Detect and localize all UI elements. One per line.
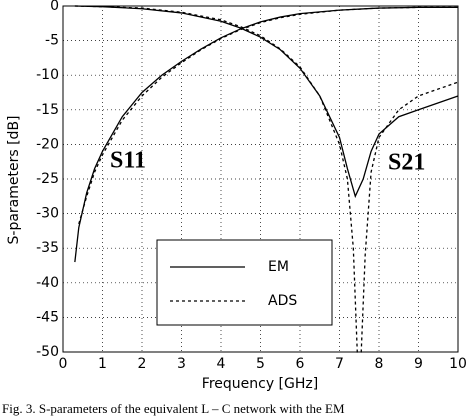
legend-label: EM — [268, 259, 289, 275]
y-axis-label: S-parameters [dB] — [6, 115, 22, 244]
line — [74, 6, 458, 263]
line — [74, 5, 459, 353]
y-tick-label: -30 — [36, 206, 59, 222]
annotation: S11 — [110, 148, 146, 174]
x-tick-label: 7 — [335, 356, 344, 372]
x-tick-label: 10 — [449, 356, 467, 372]
y-tick-label: -50 — [36, 344, 59, 360]
x-tick-label: 5 — [256, 356, 265, 372]
y-tick-label: -25 — [36, 171, 59, 187]
line — [74, 5, 459, 199]
legend-label: ADS — [268, 293, 297, 309]
y-tick-label: -40 — [36, 275, 59, 291]
x-tick-label: 6 — [296, 356, 305, 372]
x-tick-label: 4 — [217, 356, 226, 372]
x-tick-label: 9 — [414, 356, 423, 372]
x-tick-label: 0 — [59, 356, 68, 372]
y-tick-label: -45 — [36, 309, 59, 325]
x-tick-label: 8 — [375, 356, 384, 372]
y-tick-label: -20 — [36, 136, 59, 152]
x-tick-label: 3 — [177, 356, 186, 372]
x-axis-label: Frequency [GHz] — [202, 376, 318, 392]
y-tick-label: -5 — [45, 33, 59, 49]
caption: Fig. 3. S-parameters of the equivalent L… — [2, 401, 345, 416]
x-tick-label: 1 — [98, 356, 107, 372]
y-tick-label: 0 — [50, 0, 59, 14]
y-tick-label: -35 — [36, 240, 59, 256]
y-tick-label: -10 — [36, 67, 59, 83]
legend — [156, 239, 333, 326]
y-tick-label: -15 — [36, 102, 59, 118]
annotation: S21 — [388, 150, 425, 176]
x-tick-label: 2 — [138, 356, 147, 372]
